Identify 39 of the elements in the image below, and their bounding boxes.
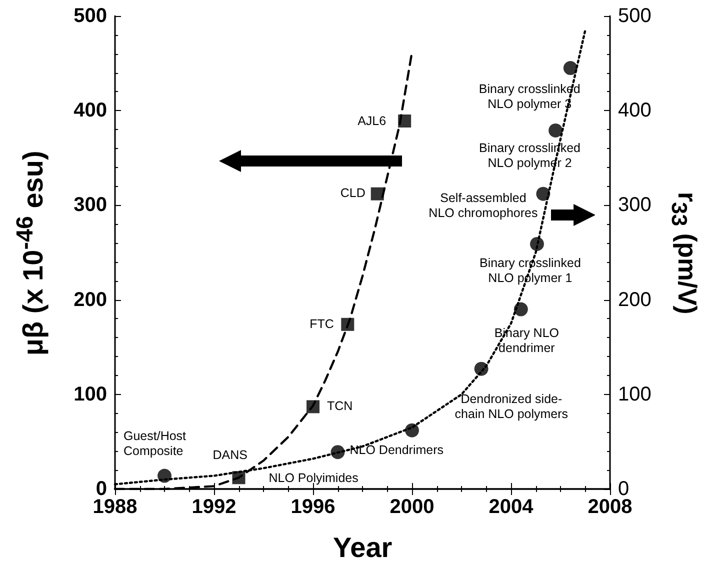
y2-tick-label: 200 bbox=[618, 288, 652, 311]
x-tick-label: 1992 bbox=[192, 496, 236, 518]
point bbox=[341, 318, 354, 331]
annotation: NLO Polyimides bbox=[268, 471, 358, 486]
point bbox=[536, 186, 550, 201]
point bbox=[158, 468, 172, 483]
y-tick-label: 200 bbox=[74, 288, 107, 311]
annotation: Dendronized side- chain NLO polymers bbox=[454, 392, 568, 422]
point bbox=[530, 236, 544, 251]
annotation: AJL6 bbox=[358, 114, 386, 128]
annotation: FTC bbox=[310, 316, 334, 332]
point bbox=[398, 114, 412, 128]
point bbox=[306, 400, 320, 414]
point bbox=[405, 423, 419, 438]
point bbox=[330, 445, 345, 460]
point bbox=[474, 362, 488, 376]
x-tick-label: 2004 bbox=[488, 496, 534, 518]
y2-tick-label: 400 bbox=[618, 100, 652, 122]
annotation: Self-assembled NLO chromophores bbox=[428, 190, 538, 221]
point bbox=[370, 187, 384, 200]
y-tick-label: 400 bbox=[74, 100, 107, 122]
y-tick-label: 100 bbox=[74, 383, 107, 406]
y-tick-label: 300 bbox=[74, 194, 107, 216]
annotation: DANS bbox=[212, 448, 248, 464]
y-tick-label: 500 bbox=[74, 5, 107, 27]
x-axis-title: Year bbox=[333, 532, 392, 564]
y2-tick-label: 500 bbox=[618, 5, 652, 27]
y2-tick-label: 300 bbox=[618, 194, 652, 216]
annotation: CLD bbox=[340, 186, 366, 202]
annotation: Guest/Host Composite bbox=[124, 428, 186, 459]
x-tick-label: 2000 bbox=[390, 496, 434, 518]
point bbox=[548, 123, 563, 138]
point bbox=[563, 61, 578, 76]
annotation: Binary crosslinked NLO polymer 2 bbox=[479, 141, 580, 172]
point bbox=[514, 302, 528, 316]
annotation: TCN bbox=[327, 399, 353, 414]
y2-tick-label: 100 bbox=[618, 383, 652, 406]
x-tick-label: 1996 bbox=[290, 496, 336, 518]
point bbox=[232, 471, 246, 484]
